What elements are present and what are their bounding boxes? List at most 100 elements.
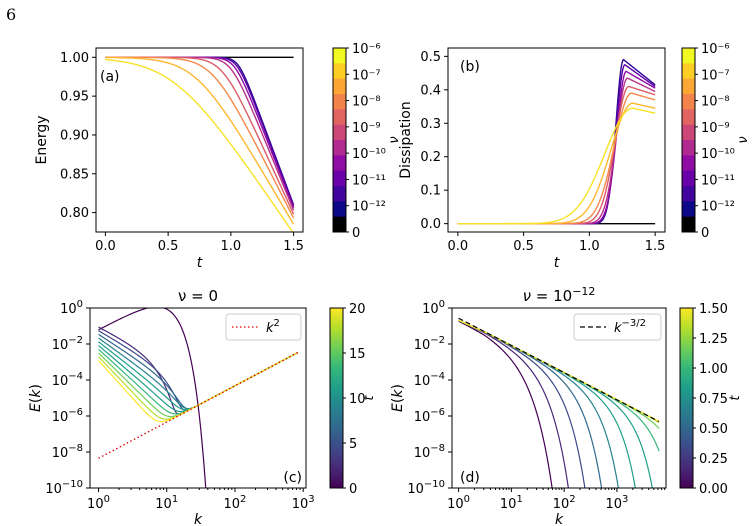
colorbar-segment (682, 48, 695, 64)
x-tick-label: 1.0 (579, 239, 600, 254)
colorbar-segment (333, 170, 346, 187)
colorbar-segment (682, 94, 695, 110)
colorbar-label: ν (736, 136, 751, 143)
panel-c-frame (89, 307, 307, 489)
x-tick-label: 0.0 (448, 239, 469, 254)
colorbar-b: 10⁻⁶ 10⁻⁷ 10⁻⁸ 10⁻⁹ 10⁻¹⁰ 10⁻¹¹ 10⁻¹² 0 ν (681, 42, 751, 241)
spectrum-curve (458, 319, 619, 488)
panel-title: ν = 10−12 (523, 285, 596, 305)
x-tick-label: 1.0 (221, 239, 242, 254)
x-tick-label: 1.5 (645, 239, 666, 254)
colorbar-segment (333, 186, 346, 202)
y-tick-label: 1.00 (60, 51, 89, 66)
legend-box (225, 313, 302, 341)
colorbar-segment (682, 170, 695, 187)
colorbar-tick-label: 5 (349, 437, 357, 452)
colorbar-segment (333, 124, 346, 141)
colorbar-segment (333, 63, 346, 80)
k32-reference-line (458, 317, 660, 422)
colorbar-tick-label: 10⁻⁷ (701, 68, 730, 83)
x-tick-label: 0.5 (158, 239, 179, 254)
legend-label: k2 (266, 318, 280, 336)
colorbar-label: ν (387, 136, 402, 143)
y-tick-label: 10−6 (52, 407, 83, 425)
y-tick-label: 0.80 (60, 206, 89, 221)
panel-d: 100 101 102 103 100 10−2 10−4 10−6 10−8 10−10 k E(k… (390, 285, 667, 526)
y-tick-label: 10−6 (414, 407, 445, 425)
colorbar-tick-label: 10⁻¹¹ (352, 173, 386, 188)
panel-label: (c) (283, 470, 302, 486)
colorbar-tick-label: 0.50 (699, 422, 728, 437)
x-axis-label: k (555, 512, 564, 526)
colorbar-frame (681, 47, 696, 233)
y-axis-label: E(k) (390, 384, 406, 412)
y-tick-label: 100 (60, 299, 83, 317)
x-axis-label: t (554, 255, 560, 271)
dissipation-curve (457, 58, 656, 225)
energy-curve (105, 56, 295, 225)
colorbar-segment (333, 78, 346, 95)
colorbar-d: 1.50 1.25 1.00 0.75 0.50 0.25 0.00 t (679, 302, 743, 497)
colorbar-tick-label: 0 (349, 482, 357, 497)
y-tick-label: 0.1 (420, 184, 441, 199)
y-tick-label: 0.3 (420, 117, 441, 132)
colorbar-tick-label: 10⁻⁶ (701, 42, 730, 57)
x-tick-label: 100 (87, 494, 110, 512)
panel-a-frame (95, 47, 304, 233)
panel-c: 100 101 102 103 100 10−2 10−4 10−6 10−8 10−10 k E(k… (28, 287, 315, 526)
colorbar-gradient (680, 308, 693, 488)
colorbar-tick-label: 1.50 (699, 302, 728, 317)
x-axis-label: k (194, 512, 203, 526)
x-axis-label: t (197, 255, 203, 271)
y-tick-label: 10−4 (414, 371, 445, 389)
y-tick-label: 10−8 (414, 443, 445, 461)
colorbar-frame (332, 47, 347, 233)
y-tick-label: 0.85 (60, 167, 89, 182)
colorbar-segment (682, 216, 695, 233)
x-tick-label: 101 (155, 494, 178, 512)
y-tick-label: 0.0 (420, 217, 441, 232)
colorbar-tick-label: 1.00 (699, 362, 728, 377)
dissipation-curve (457, 70, 656, 225)
spectrum-curve (458, 319, 586, 488)
colorbar-tick-label: 10⁻¹¹ (701, 173, 735, 188)
colorbar-tick-label: 10⁻¹⁰ (352, 147, 386, 162)
colorbar-tick-label: 10⁻⁹ (701, 121, 730, 136)
colorbar-segment (333, 48, 346, 64)
colorbar-tick-label: 0 (352, 226, 360, 241)
panel-label: (a) (100, 69, 120, 85)
colorbar-tick-label: 10⁻¹² (352, 200, 386, 215)
y-axis-label: E(k) (28, 384, 44, 412)
y-tick-label: 10−10 (45, 479, 83, 497)
colorbar-a: 10⁻⁶ 10⁻⁷ 10⁻⁸ 10⁻⁹ 10⁻¹⁰ 10⁻¹¹ 10⁻¹² 0 ν (332, 42, 402, 241)
colorbar-segment (682, 201, 695, 218)
colorbar-tick-label: 10⁻⁹ (352, 121, 381, 136)
colorbar-tick-label: 10⁻⁸ (701, 95, 730, 110)
colorbar-c: 20 15 10 5 0 t (329, 302, 377, 497)
panel-a-lines (105, 56, 295, 232)
spectrum-curve (458, 319, 653, 488)
colorbar-tick-label: 20 (349, 302, 366, 317)
y-tick-label: 10−10 (407, 479, 445, 497)
spectrum-curve (458, 319, 636, 488)
energy-curve (105, 56, 295, 219)
dissipation-curve (457, 63, 656, 225)
colorbar-tick-label: 1.25 (699, 332, 728, 347)
x-tick-label: 102 (223, 494, 246, 512)
panel-b-lines (457, 58, 656, 225)
panel-d-lines (458, 317, 660, 488)
legend-box (573, 313, 662, 341)
panel-label: (d) (460, 470, 480, 486)
y-tick-label: 10−8 (52, 443, 83, 461)
x-tick-label: 103 (292, 494, 315, 512)
colorbar-tick-label: 10⁻¹² (701, 200, 735, 215)
colorbar-tick-label: 10⁻⁸ (352, 95, 381, 110)
colorbar-segment (682, 155, 695, 172)
y-tick-label: 10−2 (414, 335, 445, 353)
panel-a: 0.0 0.5 1.0 1.5 0.80 0.85 0.90 0.95 1.00 t Energy (… (34, 47, 304, 271)
colorbar-segment (682, 78, 695, 95)
colorbar-segment (333, 155, 346, 172)
y-tick-label: 10−2 (52, 335, 83, 353)
y-tick-label: 0.90 (60, 128, 89, 143)
